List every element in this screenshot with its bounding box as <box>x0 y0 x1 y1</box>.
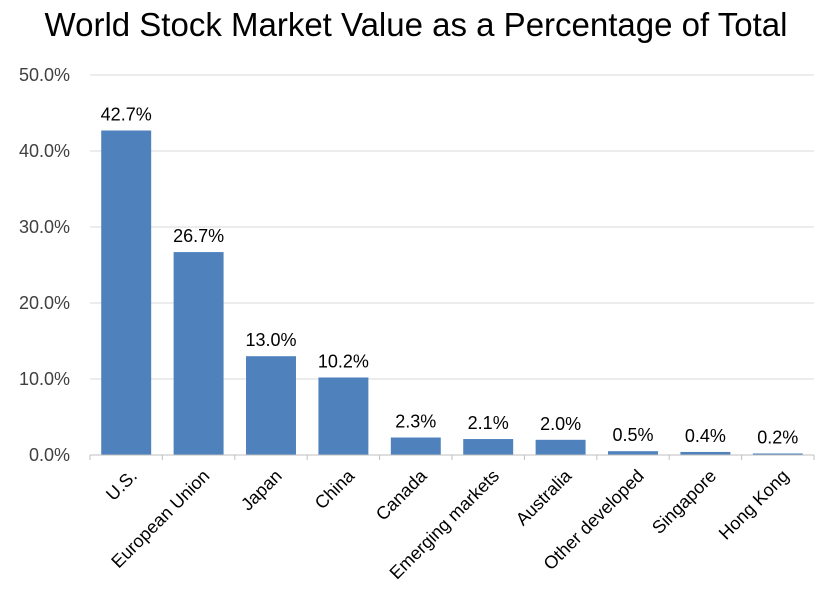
data-label: 10.2% <box>318 351 369 371</box>
y-tick-label: 50.0% <box>19 65 70 85</box>
bar <box>173 252 224 455</box>
y-tick-label: 20.0% <box>19 293 70 313</box>
y-axis-ticks: 0.0% 10.0% 20.0% 30.0% 40.0% 50.0% <box>19 65 70 465</box>
category-label: Singapore <box>648 466 720 538</box>
data-label: 42.7% <box>101 104 152 124</box>
category-label: Japan <box>237 466 286 515</box>
data-label: 2.0% <box>540 414 581 434</box>
data-label: 0.4% <box>685 426 726 446</box>
bar <box>390 437 441 455</box>
chart-title: World Stock Market Value as a Percentage… <box>44 6 788 43</box>
data-label: 2.3% <box>395 412 436 432</box>
bar <box>752 453 803 455</box>
data-label: 26.7% <box>173 226 224 246</box>
data-label: 0.2% <box>757 427 798 447</box>
data-label: 13.0% <box>245 330 296 350</box>
bar <box>101 130 152 456</box>
bar <box>608 451 658 455</box>
data-label: 0.5% <box>612 425 653 445</box>
data-label: 2.1% <box>468 413 509 433</box>
y-tick-label: 0.0% <box>29 445 70 465</box>
y-tick-label: 30.0% <box>19 217 70 237</box>
y-tick-label: 40.0% <box>19 141 70 161</box>
category-label: U.S. <box>102 466 141 505</box>
y-tick-label: 10.0% <box>19 369 70 389</box>
bar <box>318 377 369 455</box>
category-label: Hong Kong <box>715 466 793 544</box>
bar <box>680 451 731 455</box>
bars <box>101 130 803 456</box>
bar <box>246 356 296 455</box>
bar <box>463 439 514 455</box>
x-axis-categories: U.S.European Union Japan China CanadaEmergi… <box>89 455 815 583</box>
category-label: Australia <box>512 465 576 529</box>
category-label: Canada <box>372 465 431 524</box>
data-labels: 42.7% 26.7% 13.0% 10.2% 2.3% 2.1% 2.0% 0.5% 0.4%… <box>101 104 799 447</box>
bar <box>535 439 586 455</box>
category-label: China <box>311 465 359 513</box>
